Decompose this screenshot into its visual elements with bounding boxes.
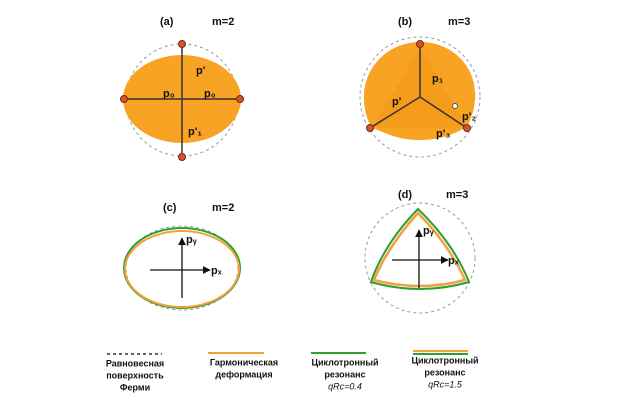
end-point bbox=[178, 40, 186, 48]
legend-text: Циклотронный bbox=[411, 355, 478, 365]
panel-label: (a) bbox=[160, 16, 174, 28]
panel-b: (b) m=3 p₁ p' p'₂ p'₃ bbox=[359, 16, 481, 158]
vector-label: p'₁ bbox=[188, 126, 202, 138]
vector-label: p' bbox=[196, 65, 206, 77]
panel-d: (d) m=3 pᵧ pₓ bbox=[364, 189, 476, 314]
legend-text: qRc=0.4 bbox=[328, 381, 362, 391]
legend-text: резонанс bbox=[424, 367, 465, 377]
resonance-curve bbox=[369, 207, 471, 290]
panel-m: m=3 bbox=[446, 189, 468, 201]
vector-label: p'₂ bbox=[462, 111, 476, 123]
end-point bbox=[236, 95, 244, 103]
legend-text: деформация bbox=[215, 369, 272, 379]
vector-label: p'₃ bbox=[436, 128, 450, 140]
legend-text: Равновесная bbox=[106, 358, 164, 368]
axis-label: pᵧ bbox=[423, 225, 435, 237]
end-point bbox=[366, 124, 374, 132]
axis-line bbox=[369, 96, 421, 129]
equilibrium-circle bbox=[364, 202, 476, 314]
panel-a: (a) m=2 p' p₀ p₀ p'₁ bbox=[120, 16, 244, 161]
legend: Равновесная поверхность Ферми Гармоничес… bbox=[106, 350, 479, 392]
axis-line bbox=[419, 96, 468, 129]
legend-text: поверхность bbox=[106, 370, 164, 380]
panel-label: (c) bbox=[163, 202, 177, 214]
axis-label: pₓ bbox=[211, 265, 223, 277]
end-point bbox=[178, 153, 186, 161]
legend-text: Гармоническая bbox=[210, 357, 278, 367]
legend-text: Ферми bbox=[120, 382, 150, 392]
panel-m: m=2 bbox=[212, 16, 234, 28]
end-point bbox=[463, 124, 471, 132]
panel-m: m=3 bbox=[448, 16, 470, 28]
end-point bbox=[416, 40, 424, 48]
axis-label: pᵧ bbox=[186, 234, 198, 246]
equilibrium-circle bbox=[359, 36, 481, 158]
harmonic-curve bbox=[372, 211, 467, 288]
end-point bbox=[120, 95, 128, 103]
small-point bbox=[452, 103, 458, 109]
legend-text: резонанс bbox=[324, 369, 365, 379]
vector-label: p₀ bbox=[163, 88, 175, 100]
panel-c: (c) m=2 pᵧ pₓ bbox=[123, 202, 241, 311]
vector-label: p' bbox=[392, 96, 402, 108]
legend-text: qRc=1.5 bbox=[428, 379, 463, 389]
vector-label: p₀ bbox=[204, 88, 216, 100]
legend-text: Циклотронный bbox=[311, 357, 378, 367]
panel-label: (b) bbox=[398, 16, 412, 28]
harmonic-curve bbox=[124, 230, 240, 308]
vector-label: p₁ bbox=[432, 73, 444, 85]
axis-label: pₓ bbox=[448, 255, 460, 267]
panel-m: m=2 bbox=[212, 202, 234, 214]
panel-label: (d) bbox=[398, 189, 412, 201]
